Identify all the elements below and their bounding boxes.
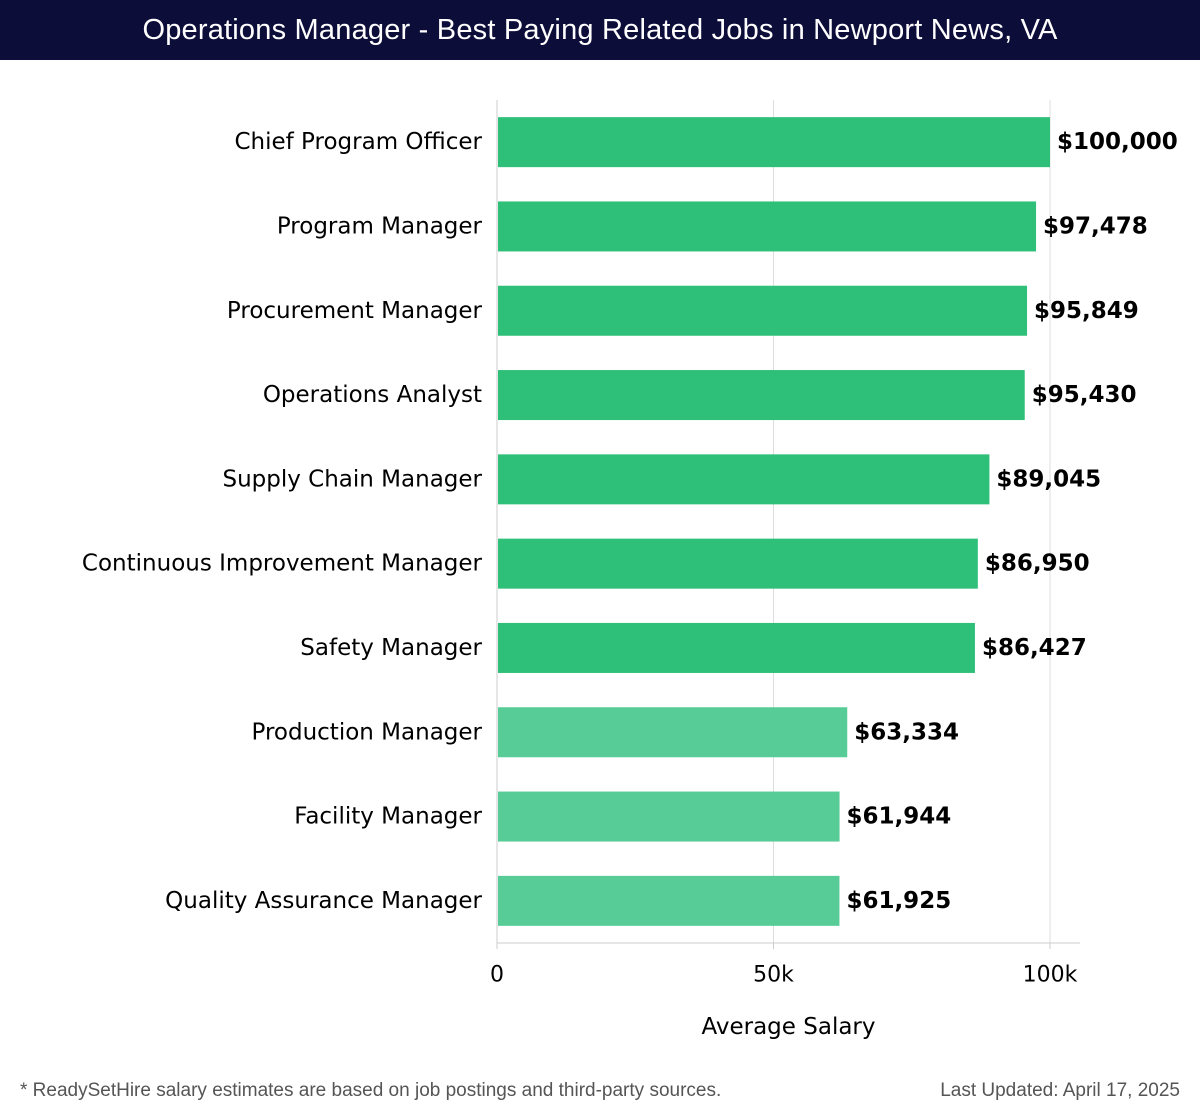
value-label: $86,950 [985, 551, 1090, 577]
category-label: Program Manager [277, 213, 483, 239]
value-label: $63,334 [854, 719, 959, 745]
bar-supply-chain-manager [498, 454, 990, 505]
category-label: Safety Manager [300, 635, 482, 661]
category-label: Procurement Manager [227, 298, 483, 324]
category-label: Facility Manager [294, 804, 482, 830]
bar-program-manager [498, 201, 1037, 252]
bar-procurement-manager [498, 285, 1028, 336]
bar-production-manager [498, 707, 848, 758]
value-label: $95,849 [1034, 298, 1139, 324]
category-label: Quality Assurance Manager [165, 888, 482, 914]
footer-disclaimer: * ReadySetHire salary estimates are base… [20, 1080, 722, 1101]
x-tick-label: 50k [753, 963, 794, 988]
bar-continuous-improvement-manager [498, 538, 978, 589]
category-label: Supply Chain Manager [222, 466, 482, 492]
salary-bar-chart: Chief Program Officer $100,000 Program Man… [82, 100, 1178, 1040]
category-label: Production Manager [252, 719, 483, 745]
bar-safety-manager [498, 622, 975, 673]
bar-operations-analyst [498, 370, 1025, 421]
x-tick-label: 0 [490, 963, 504, 988]
value-label: $95,430 [1032, 382, 1137, 408]
value-label: $100,000 [1057, 129, 1178, 155]
value-label: $61,944 [847, 804, 952, 830]
value-label: $61,925 [846, 888, 951, 914]
footer-last-updated: Last Updated: April 17, 2025 [940, 1080, 1180, 1101]
x-tick-label: 100k [1023, 963, 1078, 988]
value-label: $97,478 [1043, 213, 1148, 239]
chart-title: Operations Manager - Best Paying Related… [0, 0, 1200, 60]
category-label: Continuous Improvement Manager [82, 551, 483, 577]
category-label: Chief Program Officer [234, 129, 482, 155]
bar-quality-assurance-manager [498, 875, 840, 926]
category-label: Operations Analyst [263, 382, 482, 408]
value-label: $89,045 [996, 466, 1101, 492]
x-axis-title: Average Salary [701, 1014, 875, 1040]
bar-chief-program-officer [498, 117, 1050, 168]
bar-facility-manager [498, 791, 840, 842]
value-label: $86,427 [982, 635, 1087, 661]
